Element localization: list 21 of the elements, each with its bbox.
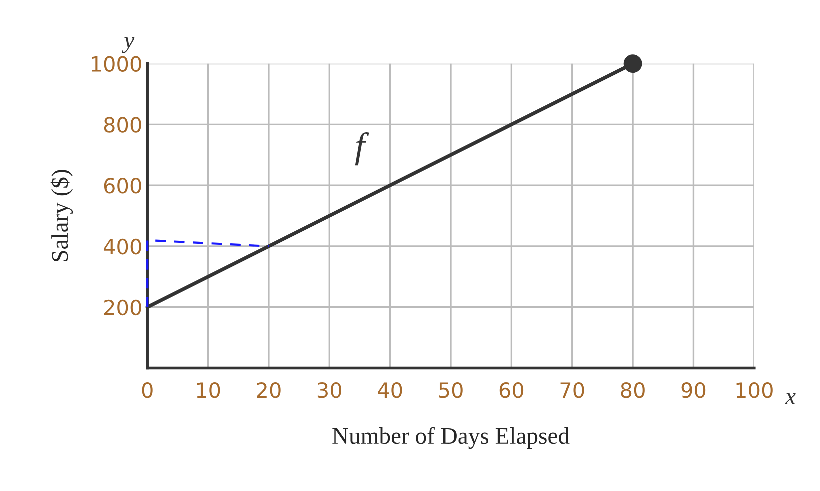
x-tick-label: 90 — [682, 382, 706, 398]
x-tick-label: 80 — [621, 382, 645, 398]
x-tick-label: 30 — [318, 382, 342, 398]
x-tick-label: 50 — [439, 382, 463, 398]
x-tick-label: 100 — [736, 382, 773, 398]
text: x — [785, 394, 796, 404]
annotation: f — [355, 132, 370, 166]
x-axis-title: Number of Days Elapsed — [332, 427, 570, 450]
x-tick-label: 20 — [257, 382, 281, 398]
y-axis-title: Salary ($) — [50, 170, 74, 262]
y-tick-label: 200 — [104, 300, 142, 316]
y-tick-label: 400 — [104, 238, 142, 255]
y-tick-label: 800 — [104, 117, 142, 133]
x-tick-label: 0 — [142, 382, 153, 398]
y-tick-label: 600 — [104, 178, 142, 194]
x-tick-label: 10 — [197, 382, 220, 398]
x-tick-label: 70 — [560, 382, 584, 398]
y-tick-label: 1000 — [92, 56, 142, 72]
text: y — [122, 37, 135, 54]
x-tick-label: 60 — [500, 382, 524, 398]
x-tick-label: 40 — [378, 382, 402, 398]
